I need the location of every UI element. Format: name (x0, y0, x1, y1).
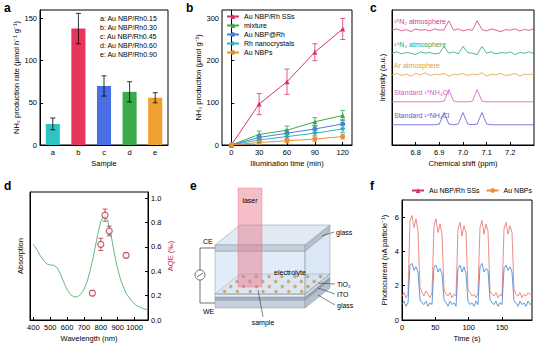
svg-text:d: d (4, 179, 11, 193)
svg-text:Wavelength (nm): Wavelength (nm) (61, 334, 118, 343)
svg-text:Illumination time (min): Illumination time (min) (250, 159, 324, 168)
svg-text:Au NBP/Rh SSs: Au NBP/Rh SSs (244, 13, 295, 20)
svg-text:NH₃ production rate (μmol h⁻¹: NH₃ production rate (μmol h⁻¹ g⁻¹) (12, 21, 21, 134)
svg-text:90: 90 (311, 148, 319, 157)
svg-text:300: 300 (206, 14, 219, 23)
svg-text:b: Au NBP/Rh0.30: b: Au NBP/Rh0.30 (100, 24, 157, 31)
svg-text:150: 150 (496, 323, 509, 332)
svg-text:TiO₂: TiO₂ (337, 281, 351, 288)
svg-text:Standard ¹⁵NH₄Cl: Standard ¹⁵NH₄Cl (394, 89, 450, 96)
svg-text:d: d (128, 148, 132, 157)
svg-text:a: a (4, 1, 11, 15)
svg-text:50: 50 (431, 323, 439, 332)
svg-text:Rh nanocrystals: Rh nanocrystals (244, 40, 295, 48)
svg-text:800: 800 (95, 323, 108, 332)
svg-text:0.6: 0.6 (151, 242, 161, 251)
svg-text:WE: WE (203, 308, 215, 315)
svg-text:900: 900 (111, 323, 124, 332)
svg-text:4: 4 (395, 247, 399, 256)
svg-text:Photocurrent (nA particle⁻¹): Photocurrent (nA particle⁻¹) (380, 214, 389, 305)
svg-text:c: c (102, 148, 106, 157)
svg-text:glass: glass (336, 229, 353, 237)
svg-text:0: 0 (229, 148, 233, 157)
svg-text:1000: 1000 (126, 323, 143, 332)
svg-text:0.4: 0.4 (151, 267, 161, 276)
svg-text:CE: CE (203, 238, 213, 245)
svg-text:100: 100 (206, 98, 219, 107)
svg-text:b: b (186, 1, 193, 15)
svg-text:sample: sample (252, 319, 275, 327)
svg-text:Absorption: Absorption (16, 238, 25, 274)
svg-text:NH₃ production (μmol g⁻¹): NH₃ production (μmol g⁻¹) (194, 34, 203, 121)
svg-text:ITO: ITO (337, 291, 349, 298)
svg-text:200: 200 (206, 56, 219, 65)
svg-text:Chemical shift (ppm): Chemical shift (ppm) (429, 159, 498, 168)
svg-text:e: e (190, 179, 197, 193)
svg-text:400: 400 (27, 323, 40, 332)
svg-text:6.9: 6.9 (434, 148, 444, 157)
svg-text:50: 50 (29, 98, 37, 107)
svg-text:Ar atmosphere: Ar atmosphere (394, 62, 440, 70)
svg-text:6: 6 (395, 213, 399, 222)
svg-text:100: 100 (462, 323, 475, 332)
svg-text:electrolyte: electrolyte (274, 269, 306, 277)
svg-text:7.2: 7.2 (505, 148, 515, 157)
svg-text:6.8: 6.8 (410, 148, 420, 157)
svg-text:e: Au NBP/Rh0.90: e: Au NBP/Rh0.90 (100, 51, 157, 58)
svg-text:120: 120 (336, 148, 349, 157)
svg-text:Time (s): Time (s) (453, 334, 481, 343)
svg-text:0.8: 0.8 (151, 218, 161, 227)
svg-text:a: a (51, 148, 56, 157)
svg-text:e: e (153, 148, 157, 157)
svg-text:Intensity (a.u.): Intensity (a.u.) (378, 53, 387, 101)
svg-text:60: 60 (283, 148, 291, 157)
svg-text:c: Au NBP/Rh0.45: c: Au NBP/Rh0.45 (100, 33, 157, 40)
svg-text:100: 100 (24, 56, 37, 65)
svg-text:600: 600 (61, 323, 74, 332)
svg-text:Sample: Sample (91, 159, 116, 168)
svg-text:Standard ¹⁴NH₄Cl: Standard ¹⁴NH₄Cl (394, 112, 450, 119)
svg-text:500: 500 (44, 323, 57, 332)
svg-text:¹⁵N₂ atmosphere: ¹⁵N₂ atmosphere (394, 18, 446, 26)
svg-text:150: 150 (24, 14, 37, 23)
svg-text:mixture: mixture (244, 22, 267, 29)
svg-text:d: Au NBP/Rh0.60: d: Au NBP/Rh0.60 (100, 42, 157, 49)
svg-text:0.2: 0.2 (151, 291, 161, 300)
svg-text:b: b (76, 148, 80, 157)
svg-text:0: 0 (400, 323, 404, 332)
svg-text:7.0: 7.0 (458, 148, 468, 157)
svg-text:1.0: 1.0 (151, 194, 161, 203)
svg-text:Au NBPs: Au NBPs (504, 187, 533, 194)
svg-text:glass: glass (337, 302, 354, 310)
svg-text:700: 700 (78, 323, 91, 332)
svg-text:Au NBP/Rh SSs: Au NBP/Rh SSs (429, 187, 480, 194)
svg-text:Au NBPs: Au NBPs (244, 49, 273, 56)
svg-text:laser: laser (242, 197, 258, 204)
svg-text:2: 2 (395, 281, 399, 290)
svg-text:7.1: 7.1 (481, 148, 491, 157)
svg-text:¹⁴N₂ atmosphere: ¹⁴N₂ atmosphere (394, 41, 446, 49)
svg-text:0: 0 (395, 316, 399, 325)
svg-text:Au NBP@Rh: Au NBP@Rh (244, 31, 285, 38)
svg-text:0: 0 (33, 141, 37, 150)
svg-text:0: 0 (215, 141, 219, 150)
svg-text:0.0: 0.0 (151, 316, 161, 325)
svg-text:c: c (370, 1, 377, 15)
svg-text:30: 30 (255, 148, 263, 157)
svg-text:a: Au NBP/Rh0.15: a: Au NBP/Rh0.15 (100, 15, 157, 22)
svg-text:f: f (370, 179, 375, 193)
svg-text:AQE (‰): AQE (‰) (166, 240, 175, 271)
